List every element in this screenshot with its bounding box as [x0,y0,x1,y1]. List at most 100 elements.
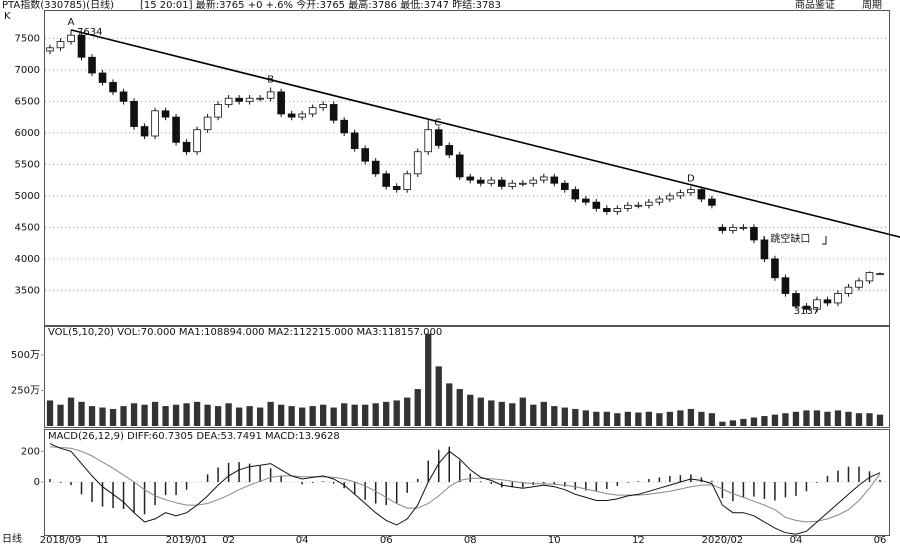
candle-body [319,104,327,109]
volume-bar [57,404,64,426]
candle-body [88,56,96,74]
candle-body [865,272,874,282]
candle-body [539,176,548,181]
candle-body [445,145,454,156]
candle-body [424,129,433,153]
candle-body [340,119,348,134]
candle-body [571,189,580,200]
volume-bar [582,410,589,426]
volume-bar [130,403,138,426]
candle-body [161,110,170,118]
volume-bar [771,414,779,426]
volume-bar [782,413,789,426]
y-tick-label: 6500 [15,96,40,107]
volume-bar [666,411,674,426]
candle-body [529,179,538,184]
volume-bar [362,404,369,426]
candle-body [193,129,201,153]
toolbar-button[interactable]: 周期 [862,0,882,11]
volume-bar [183,403,190,426]
candle-body [508,182,517,187]
x-tick-label: 04 [790,535,803,544]
volume-bar [372,403,379,426]
candle-body [855,280,863,288]
annotation: B [267,74,274,85]
volume-bar [446,383,453,426]
annotation: 3137 [794,306,819,317]
candle-body [224,97,233,105]
volume-bar [246,406,253,426]
y-tick-label: 200 [21,446,40,457]
dea-line [49,446,881,523]
volume-bar [792,411,800,426]
volume-bar [624,411,631,426]
volume-bar [813,410,821,426]
annotation: 7634 [77,27,102,38]
trend-line [70,29,900,238]
volume-bar [99,407,106,426]
volume-bar [88,406,96,426]
volume-bar [330,407,337,426]
volume-bar [488,400,495,426]
annotation: 跳空缺口 [770,232,810,245]
x-tick-label: 04 [296,535,309,544]
candle-body [550,176,559,184]
candle-body [329,104,338,121]
volume-bar [740,418,747,426]
panel-label: K [4,11,11,22]
volume-bar [204,404,211,426]
candle-body [645,201,653,206]
volume-bar [435,366,442,426]
candle-body [287,113,296,118]
volume-bar [425,333,432,426]
volume-bar [519,397,526,426]
candle-body [560,182,569,190]
candle-body [266,91,275,99]
volume-panel [44,326,890,428]
volume-bar [866,413,873,426]
volume-title: VOL(5,10,20) VOL:70.000 MA1:108894.000 M… [48,327,442,338]
candle-body [214,104,222,118]
volume-bar [109,408,117,426]
candle-body [771,258,779,279]
volume-bar [635,412,642,426]
candle-body [476,179,485,184]
x-tick-label: 2020/02 [702,535,744,544]
candle-body [750,226,758,241]
candle-body [603,208,611,212]
annotation: C [434,117,441,128]
y-tick-label: 5500 [15,159,40,170]
candle-body [277,91,285,115]
annotation: D [687,173,695,184]
volume-bar [67,397,75,426]
volume-bar [572,408,579,426]
volume-bar [456,389,463,426]
candle-body [140,126,149,137]
volume-bar [477,397,484,426]
macd-panel [44,429,890,536]
chart-title: PTA指数(330785)(日线) [2,0,114,11]
volume-bar [498,401,505,426]
volume-bar [320,404,327,426]
candle-body [245,97,254,102]
candle-body [739,226,748,229]
x-tick-label: 2018/09 [40,535,82,544]
x-tick-label: 06 [874,535,887,544]
candle-body [109,82,117,93]
y-tick-label: 7500 [15,33,40,44]
volume-bar [687,408,695,426]
toolbar-button[interactable]: 商品鉴证 [795,0,835,11]
candle-body [613,208,622,212]
volume-bar [803,410,810,426]
candle-body [308,107,317,115]
candle-body [413,151,422,175]
candle-body [130,100,138,127]
volume-bar [824,411,831,426]
candle-body [46,47,54,52]
volume-bar [729,420,737,426]
candle-body [834,293,842,304]
x-tick-label: 02 [222,535,235,544]
x-tick-label: 2019/01 [166,535,208,544]
volume-bar [267,401,274,426]
